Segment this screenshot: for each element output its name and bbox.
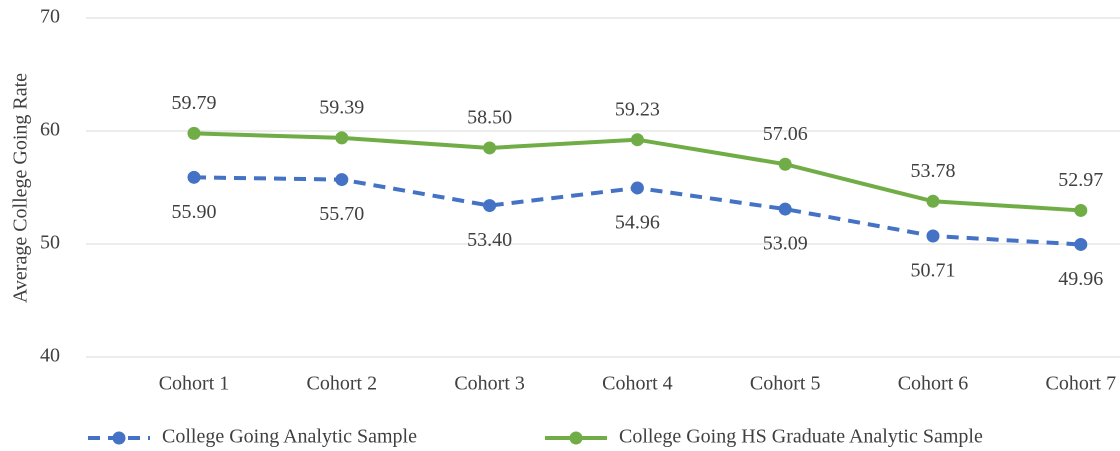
legend-marker [112, 431, 126, 445]
data-label: 59.23 [615, 98, 660, 120]
x-tick-label: Cohort 7 [1046, 373, 1117, 395]
x-tick-label: Cohort 4 [602, 373, 673, 395]
x-tick-label: Cohort 1 [159, 373, 230, 395]
y-tick-label: 60 [40, 119, 60, 141]
data-point [1074, 237, 1088, 251]
data-label: 55.70 [319, 203, 364, 225]
legend-label: College Going HS Graduate Analytic Sampl… [619, 426, 983, 448]
data-point [483, 141, 497, 155]
data-point [335, 131, 349, 145]
y-tick-label: 50 [40, 232, 60, 254]
data-label: 55.90 [172, 201, 217, 223]
data-label: 54.96 [615, 212, 660, 234]
data-label: 52.97 [1058, 169, 1103, 191]
y-tick-label: 70 [40, 6, 60, 28]
data-point [926, 229, 940, 243]
y-axis-title: Average College Going Rate [10, 73, 32, 303]
data-label: 57.06 [763, 123, 808, 145]
x-tick-label: Cohort 6 [898, 373, 969, 395]
data-point [778, 202, 792, 216]
data-label: 50.71 [911, 260, 956, 282]
data-point [1074, 203, 1088, 217]
data-label: 59.39 [319, 96, 364, 118]
data-point [778, 157, 792, 171]
data-label: 53.78 [911, 160, 956, 182]
x-tick-label: Cohort 3 [454, 373, 525, 395]
legend-marker [569, 431, 583, 445]
data-point [483, 199, 497, 213]
data-label: 59.79 [172, 92, 217, 114]
x-tick-label: Cohort 2 [307, 373, 378, 395]
x-tick-label: Cohort 5 [750, 373, 821, 395]
data-label: 53.40 [467, 229, 512, 251]
data-point [187, 170, 201, 184]
data-label: 53.09 [763, 233, 808, 255]
data-label: 58.50 [467, 107, 512, 129]
y-tick-label: 40 [40, 345, 60, 367]
data-point [335, 173, 349, 187]
data-point [630, 181, 644, 195]
data-point [926, 194, 940, 208]
data-label: 49.96 [1058, 268, 1103, 290]
legend-label: College Going Analytic Sample [162, 426, 417, 448]
data-point [630, 133, 644, 147]
data-point [187, 126, 201, 140]
